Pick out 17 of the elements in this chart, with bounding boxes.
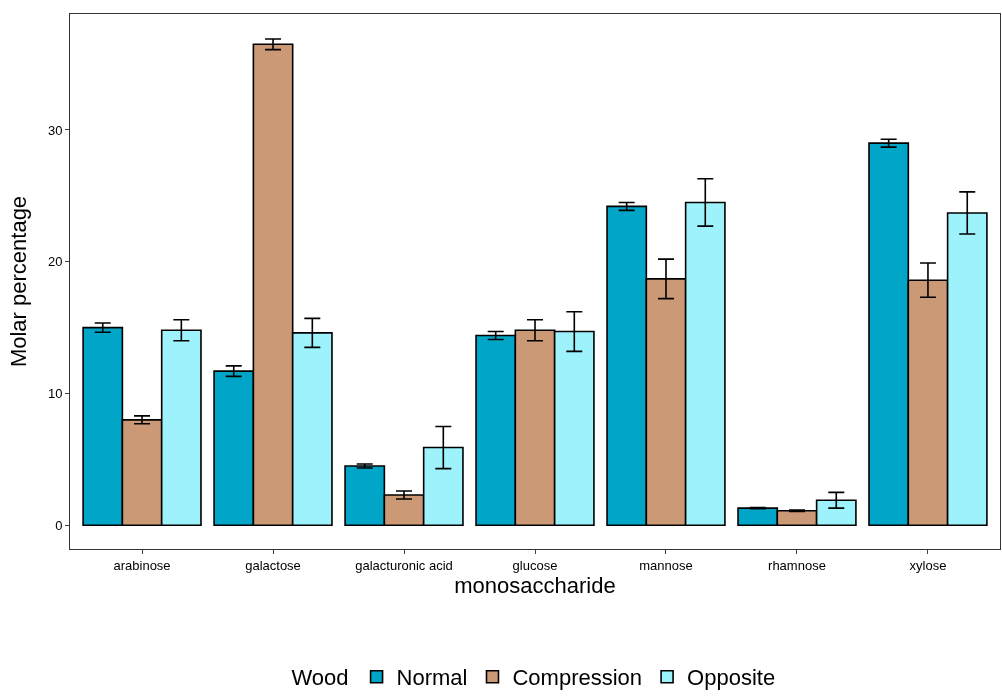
legend-label: Compression: [512, 665, 643, 691]
x-tick-label: galactose: [245, 557, 301, 573]
x-axis-title: monosaccharide: [454, 572, 616, 598]
x-tick-label: xylose: [909, 557, 947, 573]
x-tick-label: glucose: [512, 557, 558, 573]
legend-title: Wood: [291, 664, 349, 690]
x-tick-label: rhamnose: [768, 557, 826, 573]
y-tick-label: 30: [47, 122, 63, 138]
x-tick-label: mannose: [639, 557, 693, 573]
x-tick-label: galacturonic acid: [355, 557, 453, 573]
x-tick-label: arabinose: [113, 557, 171, 573]
y-axis-title: Molar percentage: [5, 195, 31, 368]
y-tick-label: 0: [55, 517, 63, 533]
legend-label: Opposite: [687, 665, 776, 691]
y-tick-label: 20: [47, 254, 63, 270]
legend-label: Normal: [396, 665, 468, 691]
y-tick-label: 10: [47, 386, 63, 402]
